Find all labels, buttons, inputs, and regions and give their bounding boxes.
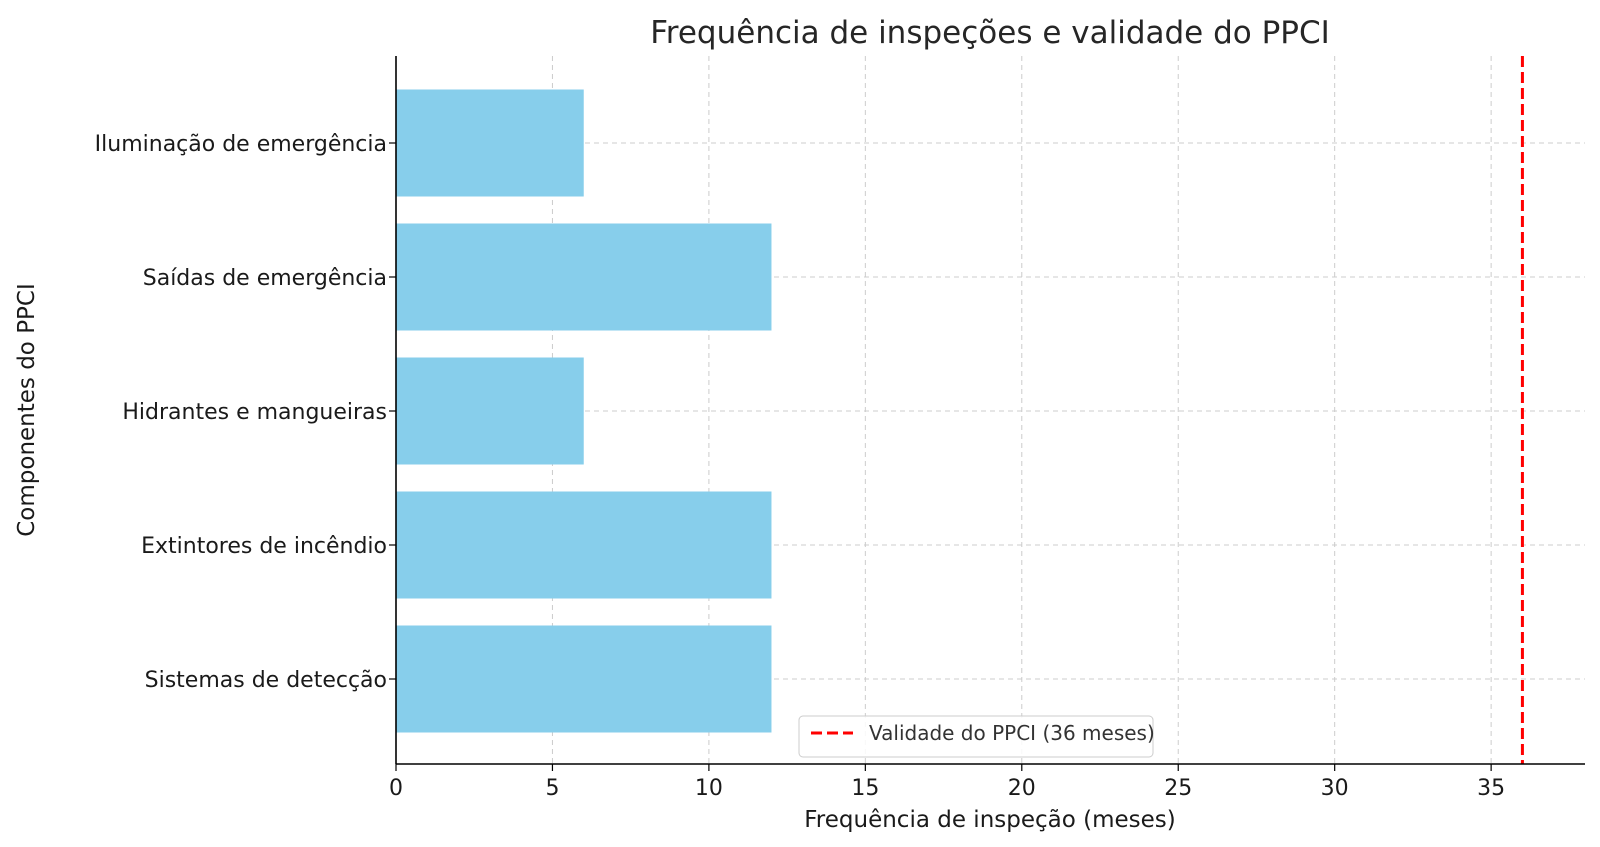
legend: Validade do PPCI (36 meses) — [798, 715, 1155, 758]
bar-0 — [396, 625, 772, 733]
x-ticks: 0 5 10 15 20 25 30 35 — [389, 764, 1505, 801]
chart-title: Frequência de inspeções e validade do PP… — [650, 15, 1330, 51]
axes — [395, 56, 1585, 765]
x-tick-label-3: 15 — [851, 776, 879, 801]
y-tick-label-0: Sistemas de detecção — [145, 668, 387, 693]
y-tick-label-4: Iluminação de emergência — [95, 132, 387, 157]
y-tick-label-3: Saídas de emergência — [143, 266, 387, 291]
bar-3 — [396, 223, 772, 331]
bar-1 — [396, 491, 772, 599]
y-tick-label-1: Extintores de incêndio — [141, 534, 387, 559]
x-tick-label-7: 35 — [1477, 776, 1505, 801]
x-tick-label-0: 0 — [389, 776, 403, 801]
y-ticks: Sistemas de detecção Extintores de incênd… — [95, 132, 396, 693]
legend-frame — [798, 715, 1154, 758]
x-tick-label-6: 30 — [1321, 776, 1349, 801]
legend-label: Validade do PPCI (36 meses) — [869, 721, 1155, 745]
y-axis-label: Componentes do PPCI — [14, 283, 40, 537]
x-tick-label-5: 25 — [1164, 776, 1192, 801]
bar-4 — [396, 89, 584, 197]
bars — [396, 89, 772, 733]
x-tick-label-2: 10 — [695, 776, 723, 801]
bar-2 — [396, 357, 584, 465]
x-tick-label-1: 5 — [545, 776, 559, 801]
x-axis-label: Frequência de inspeção (meses) — [804, 807, 1176, 833]
y-tick-label-2: Hidrantes e mangueiras — [122, 400, 387, 425]
x-tick-label-4: 20 — [1008, 776, 1036, 801]
